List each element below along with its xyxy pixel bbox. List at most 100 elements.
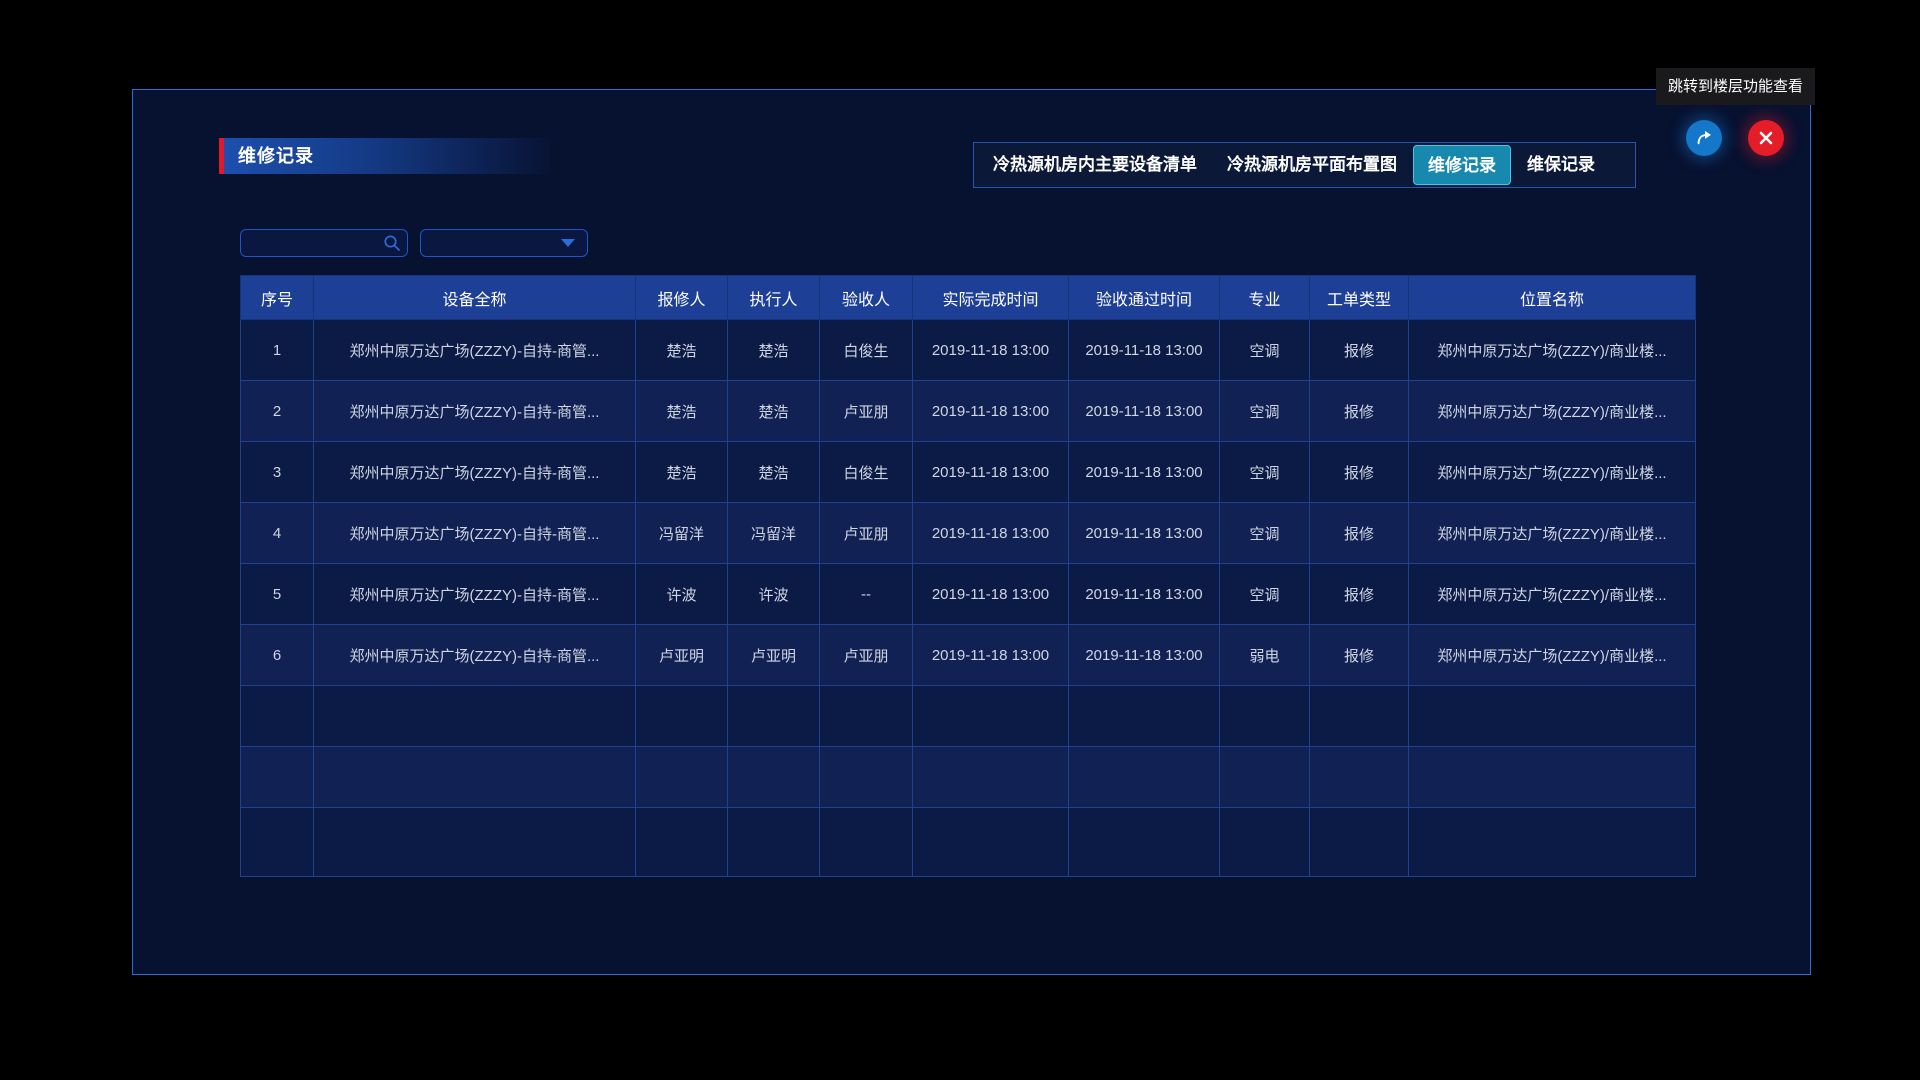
table-cell: 6 bbox=[240, 624, 314, 686]
table-cell bbox=[727, 685, 820, 747]
tab-maintenance-records[interactable]: 维保记录 bbox=[1527, 155, 1595, 174]
jump-to-floor-button[interactable] bbox=[1686, 120, 1722, 156]
table-cell: 报修 bbox=[1309, 624, 1409, 686]
table-cell: 郑州中原万达广场(ZZZY)/商业楼... bbox=[1408, 502, 1696, 564]
table-cell: 楚浩 bbox=[727, 441, 820, 503]
table-cell: 卢亚明 bbox=[635, 624, 728, 686]
tooltip: 跳转到楼层功能查看 bbox=[1656, 68, 1816, 105]
table-cell: 郑州中原万达广场(ZZZY)-自持-商管... bbox=[313, 319, 636, 381]
table-cell: 空调 bbox=[1219, 441, 1310, 503]
table-cell: 2019-11-18 13:00 bbox=[1068, 502, 1220, 564]
close-button[interactable] bbox=[1748, 120, 1784, 156]
column-header: 验收通过时间 bbox=[1068, 275, 1220, 320]
table-cell: 2 bbox=[240, 380, 314, 442]
table-cell: 楚浩 bbox=[727, 319, 820, 381]
table-cell: 4 bbox=[240, 502, 314, 564]
table-cell: 2019-11-18 13:00 bbox=[1068, 319, 1220, 381]
table-cell bbox=[635, 807, 728, 877]
table-cell: 空调 bbox=[1219, 563, 1310, 625]
table-cell: 郑州中原万达广场(ZZZY)-自持-商管... bbox=[313, 563, 636, 625]
table-cell: 2019-11-18 13:00 bbox=[1068, 380, 1220, 442]
column-header: 报修人 bbox=[635, 275, 728, 320]
table-cell: 郑州中原万达广场(ZZZY)/商业楼... bbox=[1408, 380, 1696, 442]
table-cell: 郑州中原万达广场(ZZZY)-自持-商管... bbox=[313, 380, 636, 442]
table-cell: 郑州中原万达广场(ZZZY)/商业楼... bbox=[1408, 441, 1696, 503]
table-cell: 卢亚朋 bbox=[819, 624, 913, 686]
table-cell: 卢亚朋 bbox=[819, 502, 913, 564]
table-cell: 报修 bbox=[1309, 319, 1409, 381]
table-body: 1 郑州中原万达广场(ZZZY)-自持-商管... 楚浩 楚浩 白俊生 2019-11-1… bbox=[240, 319, 1696, 877]
table-cell bbox=[1219, 685, 1310, 747]
table-cell: 卢亚朋 bbox=[819, 380, 913, 442]
column-header: 专业 bbox=[1219, 275, 1310, 320]
table-cell: 郑州中原万达广场(ZZZY)-自持-商管... bbox=[313, 502, 636, 564]
table-cell: 空调 bbox=[1219, 319, 1310, 381]
table-cell: 报修 bbox=[1309, 441, 1409, 503]
table-cell bbox=[727, 807, 820, 877]
table-cell bbox=[635, 685, 728, 747]
table-cell: 2019-11-18 13:00 bbox=[912, 380, 1069, 442]
empty-table-row bbox=[240, 685, 1696, 747]
table-cell: 白俊生 bbox=[819, 441, 913, 503]
share-arrow-icon bbox=[1694, 128, 1714, 148]
column-header: 设备全称 bbox=[313, 275, 636, 320]
table-header: 序号 设备全称 报修人 执行人 验收人 实际完成时间 验收通过时间 专业 工单类型 位置名称 bbox=[240, 275, 1696, 320]
table-row: 3 郑州中原万达广场(ZZZY)-自持-商管... 楚浩 楚浩 白俊生 2019-11-1… bbox=[240, 441, 1696, 503]
table-cell bbox=[313, 807, 636, 877]
column-header: 执行人 bbox=[727, 275, 820, 320]
table-cell: 2019-11-18 13:00 bbox=[1068, 624, 1220, 686]
table-cell bbox=[819, 746, 913, 808]
table-cell bbox=[1309, 685, 1409, 747]
table-cell: 空调 bbox=[1219, 502, 1310, 564]
table-cell: 许波 bbox=[635, 563, 728, 625]
table-cell: 弱电 bbox=[1219, 624, 1310, 686]
table-cell: 郑州中原万达广场(ZZZY)/商业楼... bbox=[1408, 624, 1696, 686]
table-row: 4 郑州中原万达广场(ZZZY)-自持-商管... 冯留洋 冯留洋 卢亚朋 2019-11… bbox=[240, 502, 1696, 564]
search-input[interactable] bbox=[241, 235, 381, 251]
tab-floor-plan[interactable]: 冷热源机房平面布置图 bbox=[1227, 155, 1397, 174]
search-icon[interactable] bbox=[381, 232, 403, 254]
panel-title-block: 维修记录 bbox=[219, 138, 549, 174]
table-cell bbox=[1408, 807, 1696, 877]
table-row: 2 郑州中原万达广场(ZZZY)-自持-商管... 楚浩 楚浩 卢亚朋 2019-11-1… bbox=[240, 380, 1696, 442]
table-cell: 冯留洋 bbox=[727, 502, 820, 564]
table-row: 5 郑州中原万达广场(ZZZY)-自持-商管... 许波 许波 -- 2019-11-18… bbox=[240, 563, 1696, 625]
table-cell bbox=[912, 685, 1069, 747]
table-cell: 3 bbox=[240, 441, 314, 503]
table-cell bbox=[240, 746, 314, 808]
table-cell: 2019-11-18 13:00 bbox=[1068, 563, 1220, 625]
table-cell: 2019-11-18 13:00 bbox=[912, 319, 1069, 381]
table-cell bbox=[313, 746, 636, 808]
table-cell: 5 bbox=[240, 563, 314, 625]
table-cell bbox=[1068, 807, 1220, 877]
tab-repair-records[interactable]: 维修记录 bbox=[1413, 145, 1511, 185]
table-cell: 冯留洋 bbox=[635, 502, 728, 564]
column-header: 验收人 bbox=[819, 275, 913, 320]
table-cell bbox=[1219, 746, 1310, 808]
table-cell bbox=[1309, 807, 1409, 877]
table-cell bbox=[1408, 746, 1696, 808]
table-cell: 许波 bbox=[727, 563, 820, 625]
table-cell bbox=[1068, 746, 1220, 808]
table-cell: 2019-11-18 13:00 bbox=[912, 441, 1069, 503]
table-cell: 2019-11-18 13:00 bbox=[912, 624, 1069, 686]
column-header: 实际完成时间 bbox=[912, 275, 1069, 320]
table-cell bbox=[727, 746, 820, 808]
search-box bbox=[240, 229, 408, 257]
table-cell bbox=[635, 746, 728, 808]
column-header: 工单类型 bbox=[1309, 275, 1409, 320]
table-cell: -- bbox=[819, 563, 913, 625]
column-header: 位置名称 bbox=[1408, 275, 1696, 320]
table-cell: 1 bbox=[240, 319, 314, 381]
table-cell: 楚浩 bbox=[727, 380, 820, 442]
filter-dropdown[interactable] bbox=[420, 229, 588, 257]
tab-equipment-list[interactable]: 冷热源机房内主要设备清单 bbox=[993, 155, 1197, 174]
table-cell: 卢亚明 bbox=[727, 624, 820, 686]
table-cell bbox=[912, 746, 1069, 808]
empty-table-row bbox=[240, 807, 1696, 877]
table-cell: 空调 bbox=[1219, 380, 1310, 442]
chevron-down-icon bbox=[561, 239, 575, 247]
maintenance-records-panel: 维修记录 冷热源机房内主要设备清单 冷热源机房平面布置图 维修记录 维保记录 bbox=[132, 89, 1811, 975]
close-x-icon bbox=[1758, 130, 1774, 146]
